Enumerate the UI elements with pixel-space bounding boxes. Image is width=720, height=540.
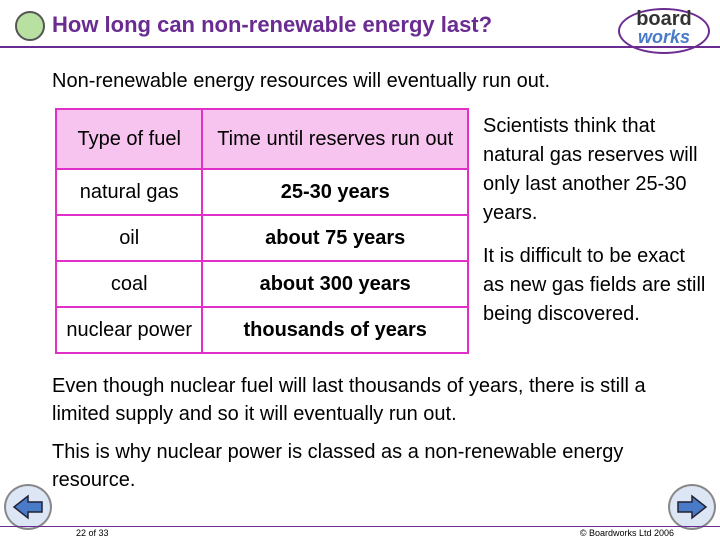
time-cell: thousands of years (201, 306, 469, 354)
slide-title: How long can non-renewable energy last? (52, 12, 493, 37)
arrow-right (677, 494, 708, 520)
arrow-left (12, 494, 43, 520)
previous-button[interactable] (4, 484, 52, 530)
copyright: © Boardworks Ltd 2006 (579, 528, 674, 538)
footer-rule (0, 526, 720, 527)
side-note: It is difficult to be exact as new gas f… (483, 245, 706, 325)
paragraph: Even though nuclear fuel will last thous… (52, 375, 646, 425)
table-header: Type of fuel Time until reserves run out (54, 108, 469, 170)
time-cell: 25-30 years (201, 168, 469, 216)
table-row: coal about 300 years (54, 260, 469, 308)
next-button[interactable] (668, 484, 716, 530)
page-number: 22 of 33 (76, 528, 109, 538)
table-row: natural gas 25-30 years (54, 168, 469, 216)
intro-text: Non-renewable energy resources will even… (52, 70, 551, 92)
logo-word: works (637, 27, 691, 47)
column-header: Time until reserves run out (201, 108, 469, 170)
fuel-cell: coal (54, 260, 204, 308)
side-note: Scientists think that natural gas reserv… (483, 115, 698, 224)
fuel-cell: natural gas (54, 168, 204, 216)
table-row: nuclear power thousands of years (54, 306, 469, 354)
logo: board works (618, 8, 710, 54)
fuel-cell: oil (54, 214, 204, 262)
paragraph: This is why nuclear power is classed as … (52, 441, 624, 491)
logo-word: board (636, 8, 692, 30)
table-row: oil about 75 years (54, 214, 469, 262)
column-header: Type of fuel (54, 108, 204, 170)
title-rule (0, 46, 720, 48)
fuel-table: Type of fuel Time until reserves run out… (54, 108, 469, 354)
title-icon (15, 11, 45, 41)
time-cell: about 75 years (201, 214, 469, 262)
time-cell: about 300 years (201, 260, 469, 308)
fuel-cell: nuclear power (54, 306, 204, 354)
